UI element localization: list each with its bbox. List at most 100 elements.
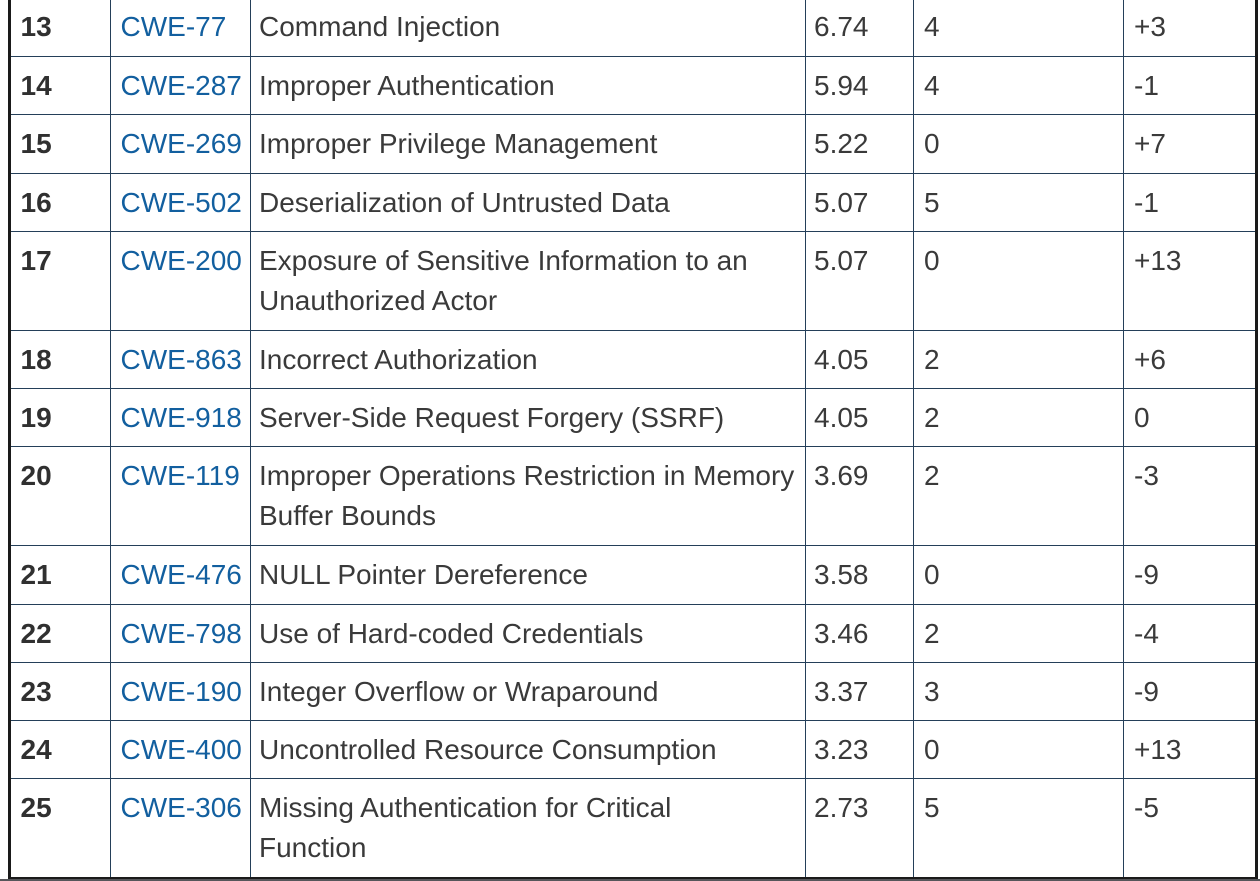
cwe-id-link[interactable]: CWE-287 — [120, 69, 242, 101]
page-bottom-strip — [0, 879, 1260, 881]
cwe-id-cell: CWE-798 — [111, 605, 251, 663]
score-cell: 5.07 — [806, 174, 914, 232]
rank-cell: 17 — [11, 232, 111, 331]
table-row: 24 CWE-400 Uncontrolled Resource Consumpti… — [11, 721, 1255, 779]
cwe-id-cell: CWE-200 — [111, 232, 251, 331]
weakness-name-cell: NULL Pointer Dereference — [251, 546, 806, 605]
rank-cell: 19 — [11, 389, 111, 447]
weakness-name-line: Improper Authentication — [259, 69, 555, 101]
score-cell: 3.58 — [806, 546, 914, 605]
rank-change-cell: -1 — [1124, 174, 1255, 232]
weakness-name-cell: Improper Operations Restriction in Memor… — [251, 447, 806, 546]
kev-count-cell: 0 — [914, 115, 1124, 174]
rank-cell: 13 — [11, 0, 111, 57]
score-cell: 4.05 — [806, 331, 914, 389]
table-row: 20 CWE-119 Improper Operations Restriction… — [11, 447, 1255, 546]
rank-change-cell: 0 — [1124, 389, 1255, 447]
rank-change-cell: -9 — [1124, 663, 1255, 721]
cwe-id-link[interactable]: CWE-190 — [120, 675, 242, 707]
rank-change-cell: +6 — [1124, 331, 1255, 389]
cwe-id-link[interactable]: CWE-476 — [120, 558, 242, 590]
cwe-id-link[interactable]: CWE-269 — [120, 127, 242, 159]
kev-count-cell: 4 — [914, 57, 1124, 115]
weakness-name-cell: Improper Authentication — [251, 57, 806, 115]
cwe-id-cell: CWE-400 — [111, 721, 251, 779]
table-row: 19 CWE-918 Server-Side Request Forgery (SS… — [11, 389, 1255, 447]
cwe-id-link[interactable]: CWE-119 — [120, 459, 240, 491]
rank-cell: 24 — [11, 721, 111, 779]
score-cell: 5.07 — [806, 232, 914, 331]
cwe-id-cell: CWE-918 — [111, 389, 251, 447]
weakness-name-line: Server-Side Request Forgery (SSRF) — [259, 401, 725, 433]
score-cell: 2.73 — [806, 779, 914, 877]
table-row: 22 CWE-798 Use of Hard-coded Credentials 3.… — [11, 605, 1255, 663]
rank-change-cell: -4 — [1124, 605, 1255, 663]
weakness-name-cell: Deserialization of Untrusted Data — [251, 174, 806, 232]
cwe-id-cell: CWE-476 — [111, 546, 251, 605]
rank-change-cell: +3 — [1124, 0, 1255, 57]
cwe-id-cell: CWE-77 — [111, 0, 251, 57]
table-row: 21 CWE-476 NULL Pointer Dereference 3.58 0 -9 — [11, 546, 1255, 605]
cwe-id-link[interactable]: CWE-306 — [120, 791, 242, 823]
table-row: 14 CWE-287 Improper Authentication 5.94 4 -1 — [11, 57, 1255, 115]
rank-cell: 22 — [11, 605, 111, 663]
cwe-id-link[interactable]: CWE-400 — [120, 733, 242, 765]
cwe-id-link[interactable]: CWE-200 — [120, 244, 242, 276]
weakness-name-line: NULL Pointer Dereference — [259, 558, 588, 590]
kev-count-cell: 2 — [914, 389, 1124, 447]
cwe-id-cell: CWE-269 — [111, 115, 251, 174]
cwe-id-cell: CWE-306 — [111, 779, 251, 877]
rank-cell: 25 — [11, 779, 111, 877]
kev-count-cell: 0 — [914, 232, 1124, 331]
cwe-id-cell: CWE-190 — [111, 663, 251, 721]
cwe-id-cell: CWE-287 — [111, 57, 251, 115]
rank-change-cell: +13 — [1124, 721, 1255, 779]
table-row: 17 CWE-200 Exposure of Sensitive Informati… — [11, 232, 1255, 331]
cwe-id-link[interactable]: CWE-798 — [120, 617, 242, 649]
weakness-name-line: Uncontrolled Resource Consumption — [259, 733, 717, 765]
weakness-name-line: Deserialization of Untrusted Data — [259, 186, 670, 218]
rank-change-cell: +13 — [1124, 232, 1255, 331]
rank-cell: 14 — [11, 57, 111, 115]
cwe-id-link[interactable]: CWE-918 — [120, 401, 242, 433]
weakness-name-cell: Uncontrolled Resource Consumption — [251, 721, 806, 779]
kev-count-cell: 5 — [914, 779, 1124, 877]
kev-count-cell: 0 — [914, 546, 1124, 605]
cwe-table-body: 13 CWE-77 Command Injection 6.74 4 +3 14 CWE-28… — [11, 0, 1255, 877]
kev-count-cell: 5 — [914, 174, 1124, 232]
weakness-name-cell: Server-Side Request Forgery (SSRF) — [251, 389, 806, 447]
score-cell: 3.46 — [806, 605, 914, 663]
rank-change-cell: -5 — [1134, 791, 1159, 823]
kev-count-cell: 0 — [914, 721, 1124, 779]
score-cell: 3.69 — [806, 447, 914, 546]
weakness-name-line: Use of Hard-coded Credentials — [259, 617, 644, 649]
rank-cell: 23 — [11, 663, 111, 721]
weakness-name-line: Unauthorized Actor — [259, 284, 498, 316]
table-row: 13 CWE-77 Command Injection 6.74 4 +3 — [11, 0, 1255, 57]
kev-count-cell: 4 — [914, 0, 1124, 57]
weakness-name-line: Missing Authentication for Critical — [259, 791, 672, 823]
weakness-name-cell: Missing Authentication for Critical Funct… — [251, 779, 806, 877]
cwe-id-link[interactable]: CWE-502 — [120, 186, 242, 218]
score-cell: 4.05 — [806, 389, 914, 447]
weakness-name-line: Command Injection — [259, 10, 501, 42]
cwe-id-cell: CWE-502 — [111, 174, 251, 232]
weakness-name-line: Incorrect Authorization — [259, 343, 538, 375]
weakness-name-cell: Integer Overflow or Wraparound — [251, 663, 806, 721]
rank-change-cell: -3 — [1124, 447, 1255, 546]
weakness-name-line: Improper Operations Restriction in Memor… — [259, 459, 795, 491]
cwe-id-link[interactable]: CWE-77 — [120, 10, 227, 42]
cwe-top25-table-container: 13 CWE-77 Command Injection 6.74 4 +3 14 CWE-28… — [8, 0, 1258, 880]
table-row: 18 CWE-863 Incorrect Authorization 4.05 2 +6 — [11, 331, 1255, 389]
kev-count-cell: 2 — [914, 447, 1124, 546]
weakness-name-line: Buffer Bounds — [259, 499, 436, 531]
kev-count-cell: 2 — [914, 605, 1124, 663]
score-cell: 5.22 — [806, 115, 914, 174]
table-row: 15 CWE-269 Improper Privilege Management 5.… — [11, 115, 1255, 174]
weakness-name-line: Function — [259, 831, 367, 863]
cwe-id-link[interactable]: CWE-863 — [120, 343, 242, 375]
rank-cell: 15 — [11, 115, 111, 174]
rank-cell: 16 — [11, 174, 111, 232]
weakness-name-cell: Command Injection — [251, 0, 806, 57]
